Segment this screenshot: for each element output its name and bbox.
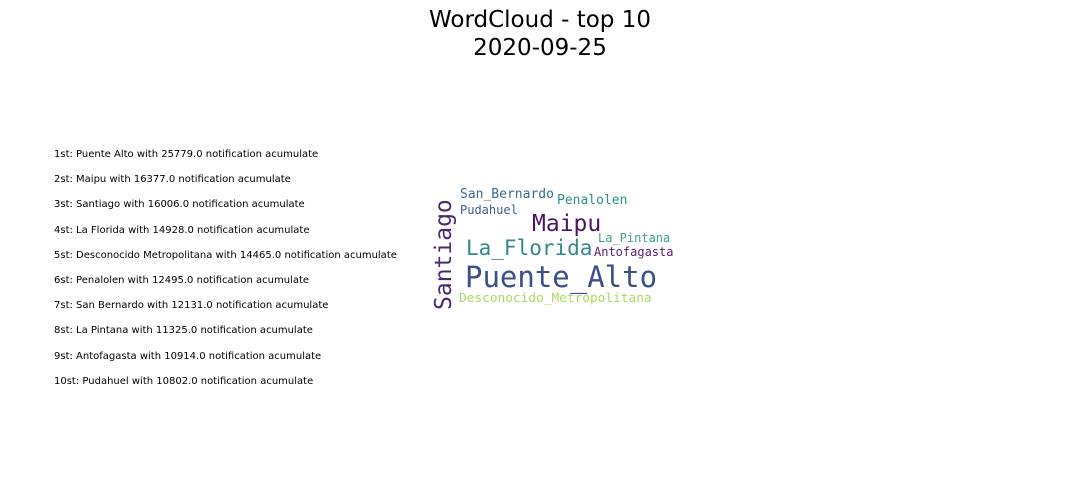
ranking-item-9: 9st: Antofagasta with 10914.0 notificati…: [54, 350, 322, 362]
ranking-item-3: 3st: Santiago with 16006.0 notification …: [54, 199, 305, 211]
word-la-florida: La_Florida: [466, 236, 593, 260]
ranking-item-2: 2st: Maipu with 16377.0 notification acu…: [54, 174, 291, 186]
word-puente-alto: Puente_Alto: [465, 260, 658, 294]
word-santiago: Santiago: [431, 199, 457, 310]
word-maipu: Maipu: [532, 211, 602, 237]
ranking-item-7: 7st: San Bernardo with 12131.0 notificat…: [54, 300, 329, 312]
ranking-list: 1st: Puente Alto with 25779.0 notificati…: [54, 148, 397, 400]
word-antofagasta: Antofagasta: [594, 245, 674, 259]
ranking-item-10: 10st: Pudahuel with 10802.0 notification…: [54, 375, 314, 387]
ranking-item-4: 4st: La Florida with 14928.0 notificatio…: [54, 224, 310, 236]
word-penalolen: Penalolen: [557, 193, 628, 208]
chart-title: WordCloud - top 10: [428, 7, 651, 33]
ranking-item-1: 1st: Puente Alto with 25779.0 notificati…: [54, 149, 319, 160]
ranking-item-5: 5st: Desconocido Metropolitana with 1446…: [54, 249, 397, 261]
word-san-bernardo: San_Bernardo: [460, 187, 554, 202]
word-la-pintana: La_Pintana: [598, 231, 671, 245]
chart-date: 2020-09-25: [473, 35, 607, 61]
word-pudahuel: Pudahuel: [460, 203, 518, 217]
ranking-item-6: 6st: Penalolen with 12495.0 notification…: [54, 274, 310, 286]
ranking-item-8: 8st: La Pintana with 11325.0 notificatio…: [54, 325, 313, 337]
word-cloud: Puente_Alto Maipu Santiago La_Florida De…: [430, 180, 680, 315]
word-desconocido-metropolitana: Desconocido_Metropolitana: [459, 291, 652, 306]
